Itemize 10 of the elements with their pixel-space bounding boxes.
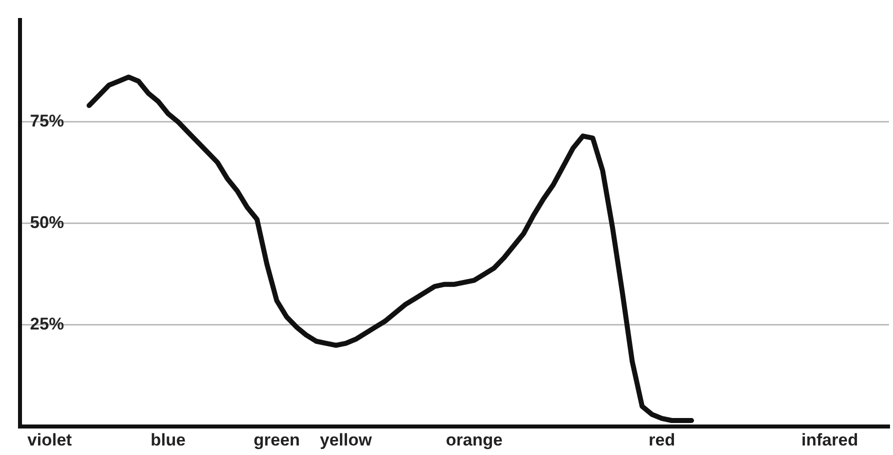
y-tick-label: 50% xyxy=(30,213,64,232)
x-tick-label: red xyxy=(648,430,676,450)
y-tick-label: 75% xyxy=(30,111,64,130)
x-tick-label: green xyxy=(254,430,300,450)
x-tick-label: infared xyxy=(801,430,858,450)
x-tick-label: violet xyxy=(27,430,72,450)
x-tick-label: yellow xyxy=(320,430,373,450)
x-tick-label: orange xyxy=(446,430,503,450)
y-tick-label: 25% xyxy=(30,314,64,334)
x-tick-label: blue xyxy=(150,430,186,450)
